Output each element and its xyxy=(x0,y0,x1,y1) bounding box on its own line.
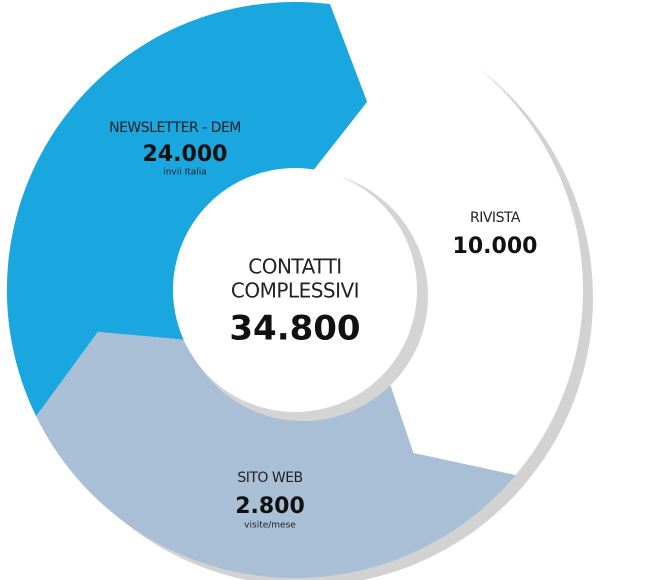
segment-label: RIVISTA xyxy=(470,210,521,226)
segment-value: 24.000 xyxy=(143,142,228,167)
segment-value: 10.000 xyxy=(453,234,538,259)
segment-note: visite/mese xyxy=(244,521,296,531)
segment-value: 2.800 xyxy=(235,494,305,519)
segment xyxy=(6,1,368,417)
center-title: CONTATTI xyxy=(248,255,341,279)
center-circle xyxy=(173,168,417,412)
segment-label: NEWSLETTER - DEM xyxy=(109,120,241,136)
center-title: COMPLESSIVI xyxy=(231,279,359,303)
ring xyxy=(6,1,593,580)
center-value: 34.800 xyxy=(229,309,360,349)
segment-label: SITO WEB xyxy=(237,470,302,486)
segment xyxy=(36,331,516,579)
segment-note: invii Italia xyxy=(163,168,207,178)
segment xyxy=(309,4,583,476)
